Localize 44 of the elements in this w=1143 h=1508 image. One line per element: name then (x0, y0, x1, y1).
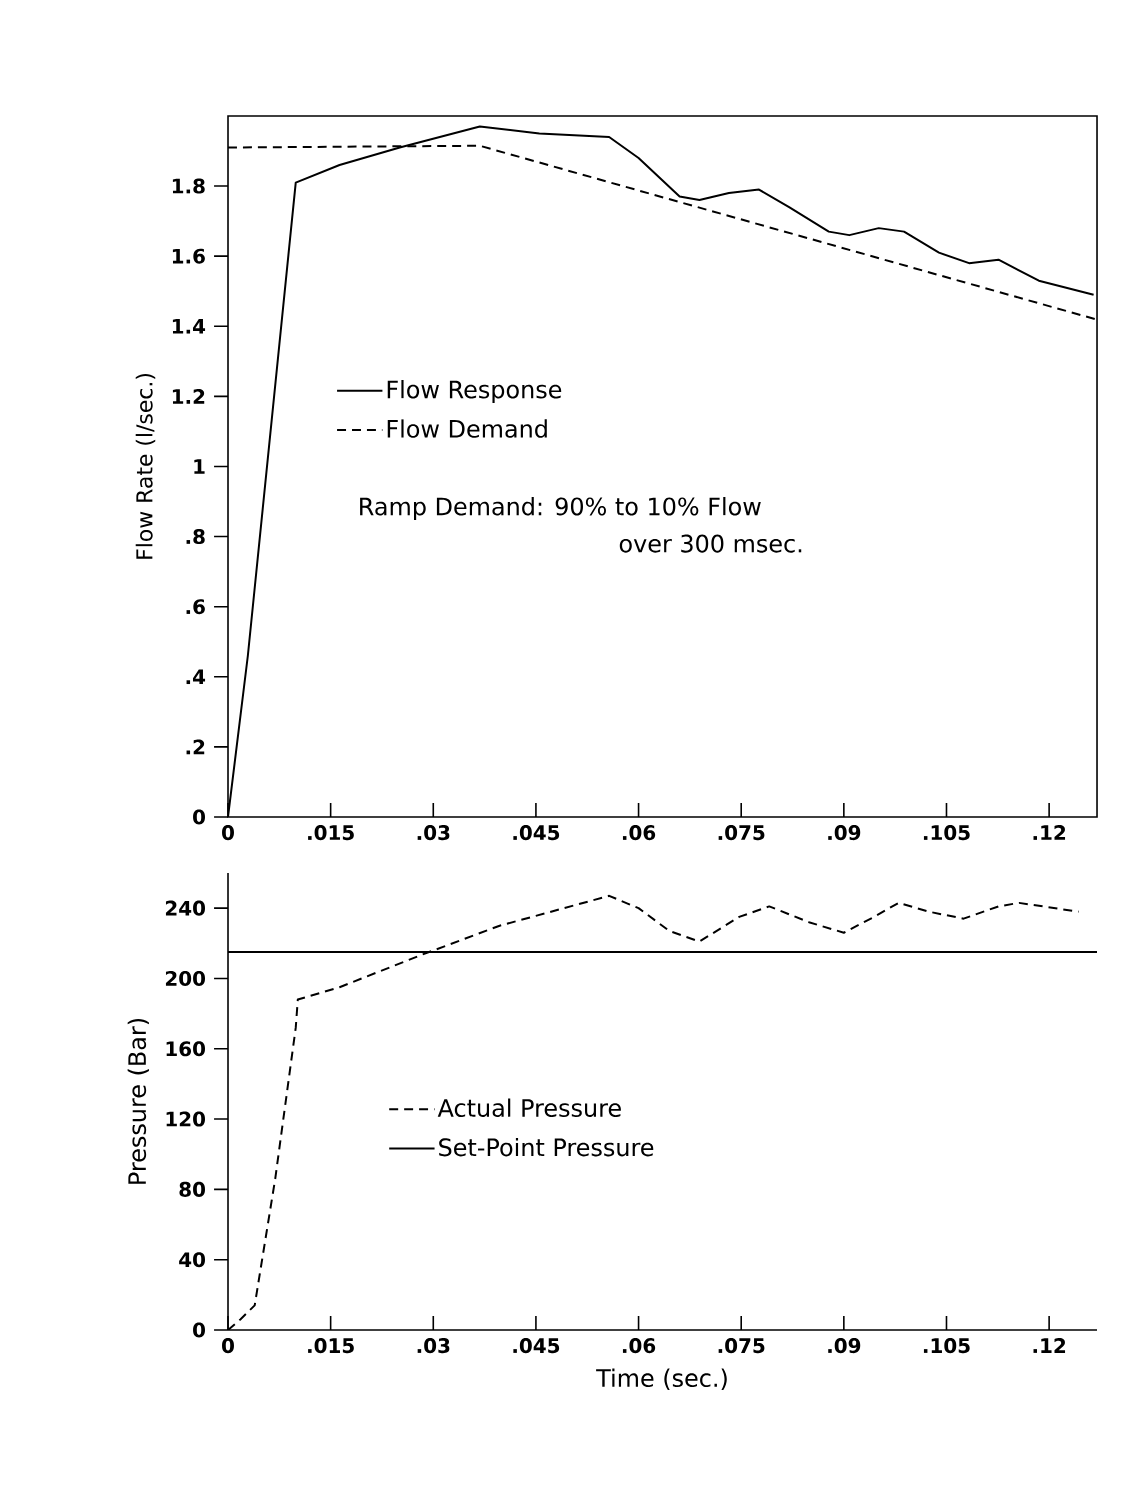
y-axis-title: Pressure (Bar) (127, 1018, 149, 1184)
annotation: Ramp Demand: 90% to 10% Flow (360, 496, 761, 521)
legend-label: Flow Response (387, 379, 562, 404)
y-tick-label: 80 (179, 1181, 206, 1197)
x-tick-label: .06 (622, 1338, 656, 1354)
legend-label: Actual Pressure (437, 1098, 621, 1117)
y-tick-label: 120 (166, 1111, 206, 1127)
x-axis-title: Time (sec.) (596, 1368, 727, 1390)
y-tick-label: 0 (193, 809, 205, 825)
y-tick-label: 40 (179, 1252, 206, 1268)
y-tick-label: 200 (165, 970, 206, 986)
x-tick-label: .105 (923, 1338, 970, 1354)
y-tick-label: 0 (193, 1322, 205, 1338)
y-axis-title: Flow Rate (l/sec.) (135, 374, 156, 559)
x-tick-label: .075 (718, 825, 765, 841)
y-tick-label: .4 (186, 669, 206, 685)
x-tick-label: .09 (828, 1338, 861, 1354)
x-tick-label: .06 (622, 825, 656, 841)
legend-label: Flow Demand (387, 419, 547, 438)
x-tick-label: .045 (513, 1338, 560, 1354)
x-tick-label: .105 (923, 825, 970, 841)
y-tick-label: 1.2 (172, 388, 205, 404)
x-tick-label: 0 (222, 1338, 234, 1354)
x-tick-label: 0 (222, 825, 234, 841)
x-tick-label: .12 (1033, 825, 1066, 840)
y-tick-label: 1 (194, 459, 205, 474)
y-tick-label: .6 (186, 599, 205, 615)
x-tick-label: .09 (828, 825, 861, 841)
x-tick-label: .015 (308, 825, 354, 841)
y-tick-label: 1.6 (172, 248, 205, 264)
x-tick-label: .045 (513, 825, 560, 841)
legend-label: Set-Point Pressure (439, 1137, 654, 1157)
annotation: over 300 msec. (619, 534, 802, 553)
y-tick-label: 1.8 (172, 178, 205, 194)
y-tick-label: .2 (186, 739, 205, 755)
x-tick-label: .03 (417, 825, 450, 841)
x-tick-label: .03 (417, 1338, 450, 1354)
x-tick-label: .12 (1033, 1338, 1066, 1353)
y-tick-label: 240 (165, 900, 206, 916)
y-tick-label: 1.4 (172, 319, 206, 334)
x-tick-label: .015 (308, 1338, 354, 1354)
x-tick-label: .075 (718, 1338, 765, 1354)
y-tick-label: .8 (186, 529, 205, 545)
y-tick-label: 160 (166, 1041, 206, 1057)
